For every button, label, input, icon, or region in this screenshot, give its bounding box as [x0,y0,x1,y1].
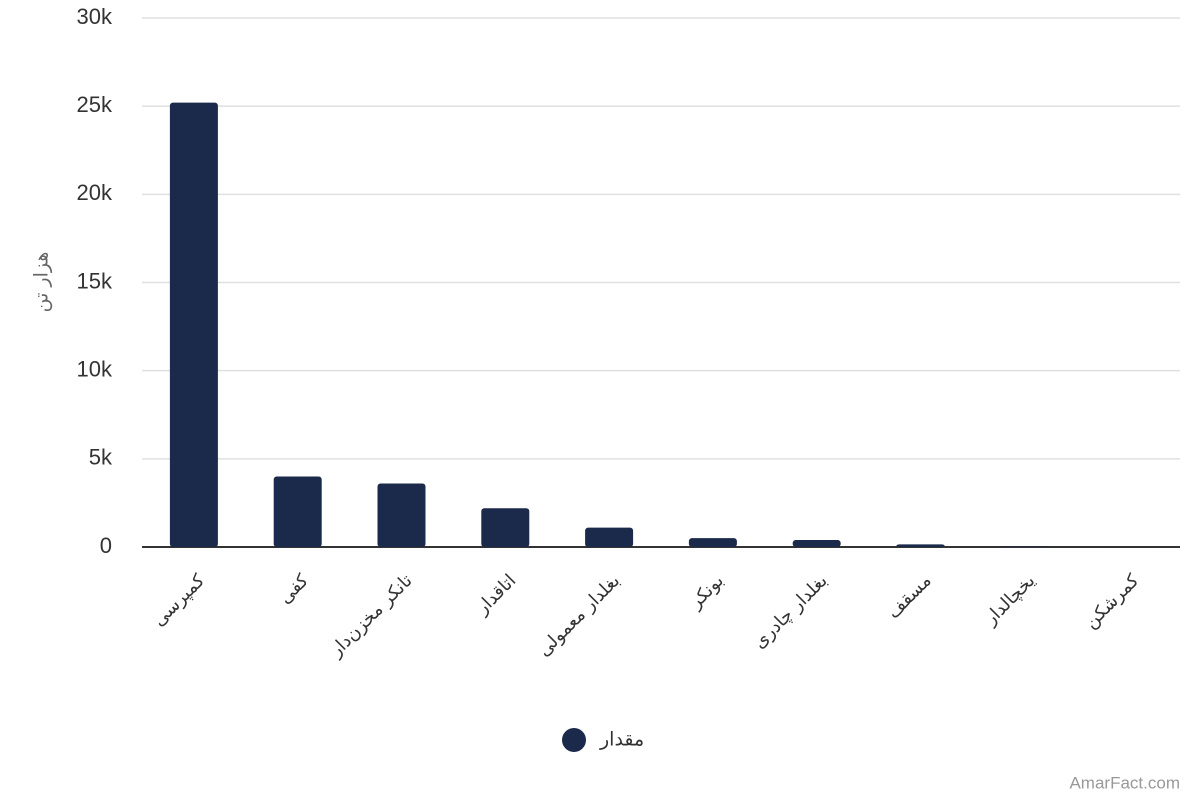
bar [1000,546,1049,547]
y-tick-label: 30k [77,4,113,29]
y-tick-label: 0 [100,533,112,558]
x-tick-label: بونکر [685,570,728,613]
bar [585,527,634,547]
bar [688,538,737,547]
x-tick-label: بغلدار چادری [749,570,832,653]
y-tick-label: 10k [77,356,113,381]
x-tick-label: کفی [275,570,313,608]
bar [377,483,426,547]
y-tick-label: 15k [77,268,113,293]
x-tick-label: بغلدار معمولی [534,570,625,661]
y-axis-label: هزار تن [31,252,53,313]
bar [792,539,841,547]
y-tick-label: 20k [77,180,113,205]
y-tick-label: 25k [77,92,113,117]
x-tick-label: اتاقدار [471,570,520,619]
legend-label: مقدار [599,729,644,751]
bar [169,102,218,547]
watermark: AmarFact.com [1069,773,1180,792]
x-tick-label: تانکر مخزن‌دار [325,570,416,661]
y-tick-label: 5k [89,445,113,470]
bar [273,476,322,547]
x-tick-label: مسقف [883,570,936,623]
x-tick-label: یخچالدار [980,570,1040,630]
bar [481,508,530,547]
x-tick-label: کمپرسی [149,570,210,631]
x-tick-label: کمرشکن [1080,570,1143,633]
legend-marker [562,728,586,752]
bar [896,544,945,547]
